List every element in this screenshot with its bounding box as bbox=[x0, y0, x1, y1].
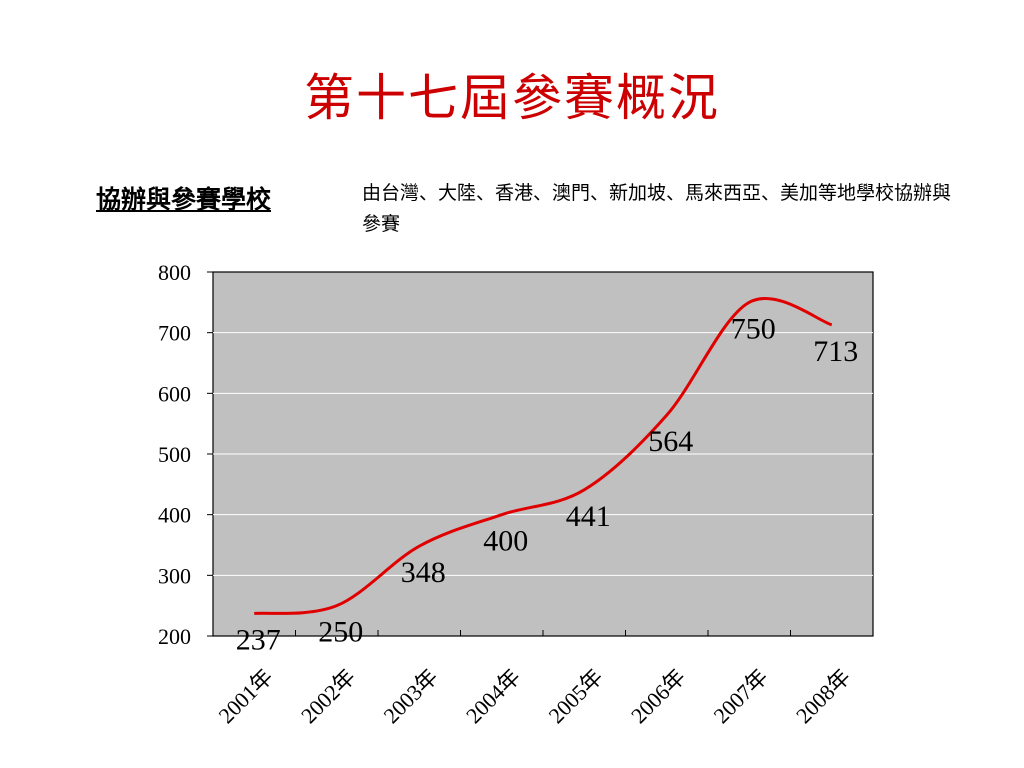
data-labels: 237 250 348 400 441 564 750 713 bbox=[236, 312, 859, 656]
series-line bbox=[254, 297, 833, 616]
y-tick-label: 400 bbox=[158, 503, 191, 528]
x-tick-label: 2003年 bbox=[378, 664, 442, 728]
y-tick-label: 500 bbox=[158, 442, 191, 467]
data-label: 250 bbox=[318, 616, 363, 649]
subtitle: 協辦與參賽學校 bbox=[96, 185, 272, 214]
x-tick-label: 2008年 bbox=[791, 664, 855, 728]
data-label: 400 bbox=[483, 525, 528, 558]
y-tick-label: 200 bbox=[158, 624, 191, 649]
x-tick-label: 2002年 bbox=[296, 664, 360, 728]
description: 由台灣、大陸、香港、澳門、新加坡、馬來西亞、美加等地學校協辦與參賽 bbox=[362, 182, 952, 235]
x-tick-label: 2001年 bbox=[213, 664, 277, 728]
series bbox=[254, 297, 833, 616]
x-tick-label: 2005年 bbox=[543, 664, 607, 728]
x-tick-label: 2004年 bbox=[461, 664, 525, 728]
data-label: 564 bbox=[648, 425, 693, 458]
y-tick-label: 800 bbox=[158, 260, 191, 285]
data-label: 750 bbox=[731, 312, 776, 345]
data-label: 441 bbox=[566, 500, 611, 533]
x-tick-label: 2007年 bbox=[708, 664, 772, 728]
data-label: 713 bbox=[813, 335, 858, 368]
y-tick-label: 300 bbox=[158, 563, 191, 588]
x-tick-label: 2006年 bbox=[626, 664, 690, 728]
slide-title: 第十七屆參賽概況 bbox=[304, 69, 720, 127]
data-label: 237 bbox=[236, 624, 281, 657]
y-tick-label: 700 bbox=[158, 321, 191, 346]
data-label: 348 bbox=[401, 556, 446, 589]
y-tick-label: 600 bbox=[158, 381, 191, 406]
